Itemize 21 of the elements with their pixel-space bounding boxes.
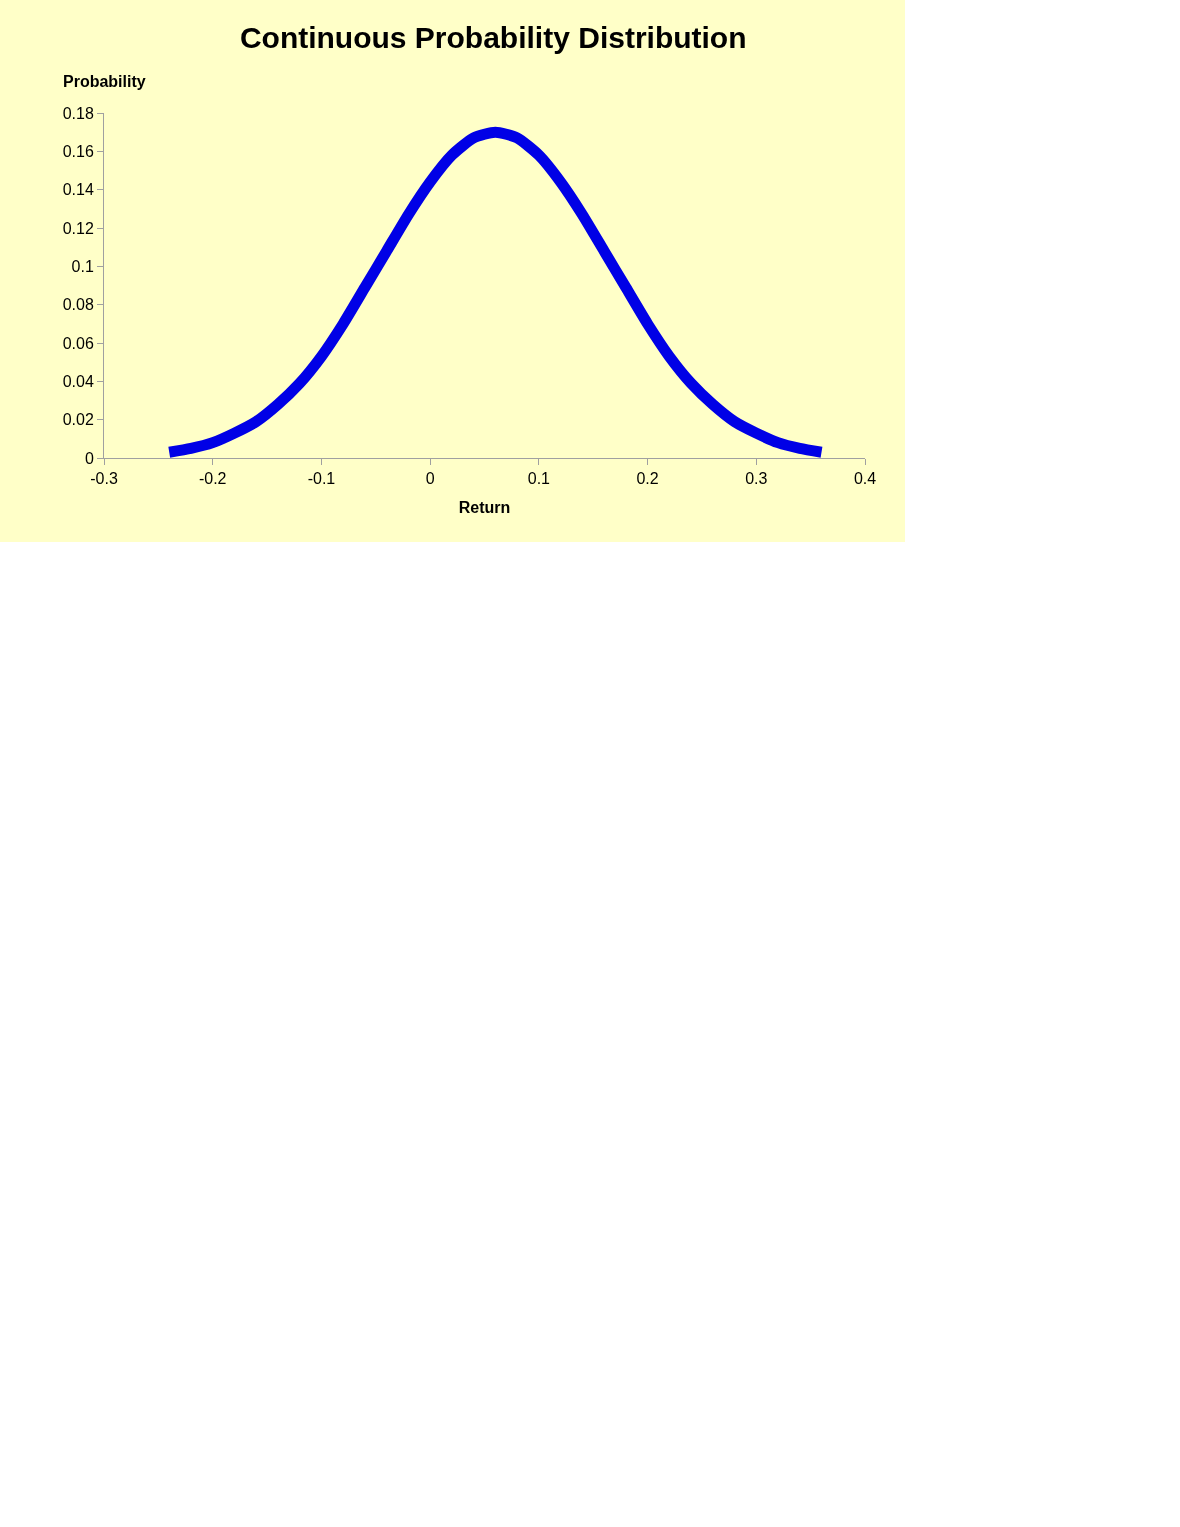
x-tick-label: -0.1 bbox=[307, 470, 336, 488]
y-tick-label: 0.14 bbox=[62, 181, 94, 199]
x-tick-label: 0.2 bbox=[636, 470, 659, 488]
y-tick-label: 0 bbox=[84, 449, 94, 467]
x-tick-label: -0.3 bbox=[90, 470, 118, 488]
y-tick-label: 0.02 bbox=[62, 411, 94, 429]
chart-title: Continuous Probability Distribution bbox=[239, 21, 747, 55]
y-tick-label: 0.18 bbox=[62, 104, 94, 122]
y-tick-label: 0.04 bbox=[62, 372, 94, 390]
y-tick-label: 0.1 bbox=[71, 257, 94, 275]
x-tick-label: -0.2 bbox=[198, 470, 227, 488]
x-tick-label: 0 bbox=[425, 470, 435, 488]
x-tick-label: 0.3 bbox=[745, 470, 768, 488]
y-tick-label: 0.08 bbox=[62, 296, 94, 314]
x-tick-label: 0.4 bbox=[853, 470, 877, 488]
y-tick-label: 0.12 bbox=[62, 219, 94, 237]
x-tick-label: 0.1 bbox=[527, 470, 551, 488]
x-axis-title: Return bbox=[458, 498, 511, 516]
y-axis-title: Probability bbox=[63, 73, 146, 90]
y-tick-label: 0.06 bbox=[62, 334, 94, 352]
y-tick-label: 0.16 bbox=[62, 142, 94, 160]
